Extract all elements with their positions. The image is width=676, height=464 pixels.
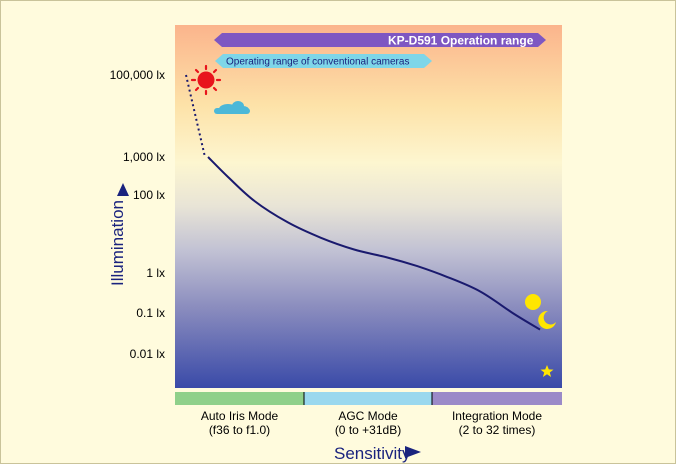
conventional-range-label: Operating range of conventional cameras bbox=[226, 57, 409, 68]
conventional-range-banner bbox=[215, 54, 432, 68]
x-axis-title: Sensitivity bbox=[334, 444, 411, 463]
y-axis-tick-labels: 100,000 lx 1,000 lx 100 lx 1 lx 0.1 lx 0.01 l… bbox=[110, 68, 165, 361]
sun-icon bbox=[190, 64, 222, 96]
y-tick-label: 1,000 lx bbox=[123, 150, 165, 164]
y-tick-label: 0.1 lx bbox=[136, 306, 165, 320]
curve-solid-segment bbox=[207, 156, 541, 331]
curve-dotted-segment bbox=[185, 74, 206, 158]
mode-detail: (0 to +31dB) bbox=[335, 423, 401, 437]
mode-name: AGC Mode bbox=[338, 409, 398, 423]
mode-bar bbox=[432, 392, 562, 405]
y-tick-label: 1 lx bbox=[146, 266, 165, 280]
cloud-icon bbox=[214, 101, 250, 114]
mode-bars: Auto Iris Mode(f36 to f1.0) AGC Mode(0 to… bbox=[175, 392, 562, 437]
mode-name: Integration Mode bbox=[452, 409, 542, 423]
mode-name: Auto Iris Mode bbox=[201, 409, 279, 423]
y-axis-arrow bbox=[117, 183, 129, 196]
y-tick-label: 0.01 lx bbox=[130, 347, 165, 361]
mode-bar bbox=[175, 392, 304, 405]
star-icon bbox=[540, 365, 554, 377]
plot-area-background bbox=[175, 25, 562, 388]
mode-detail: (f36 to f1.0) bbox=[209, 423, 270, 437]
crescent-moon-icon bbox=[538, 310, 556, 329]
svg-text:Illumination: Illumination bbox=[108, 200, 127, 286]
mode-bar bbox=[304, 392, 432, 405]
moon-icon bbox=[525, 294, 541, 310]
x-axis-arrow bbox=[405, 446, 421, 458]
y-tick-label: 100 lx bbox=[133, 188, 165, 202]
operation-range-banner bbox=[214, 33, 546, 47]
y-axis-title: Illumination bbox=[108, 200, 127, 286]
operation-range-label: KP-D591 Operation range bbox=[388, 34, 534, 48]
mode-detail: (2 to 32 times) bbox=[459, 423, 536, 437]
y-tick-label: 100,000 lx bbox=[110, 68, 165, 82]
